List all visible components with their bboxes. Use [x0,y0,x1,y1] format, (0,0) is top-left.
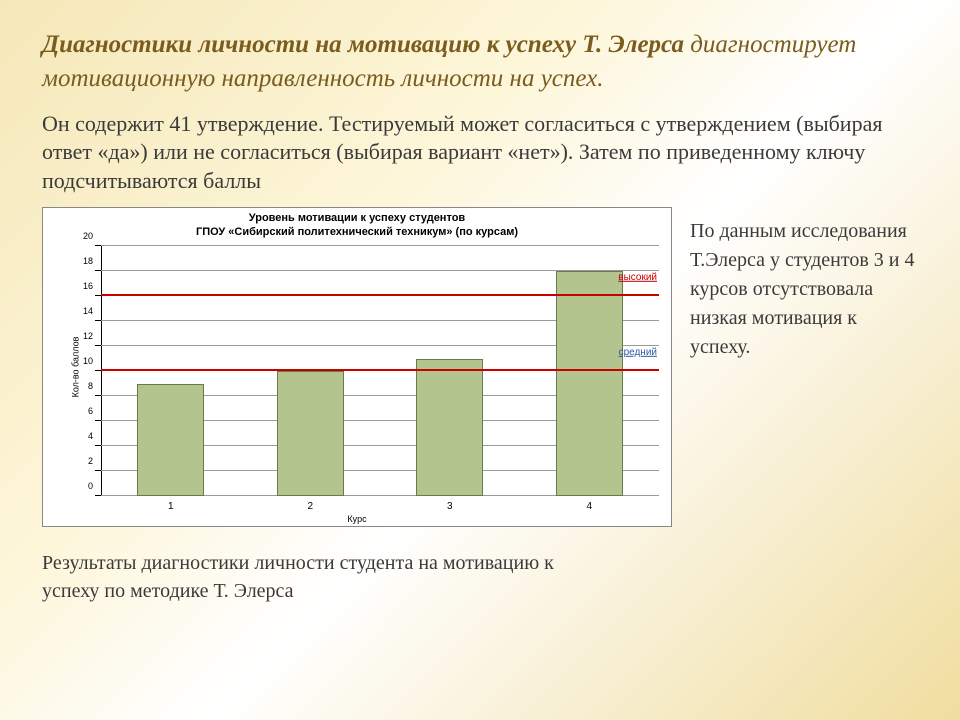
x-tick-label: 3 [447,501,453,512]
reference-line [101,369,659,371]
chart-caption: Результаты диагностики личности студента… [42,549,602,605]
y-tick-label: 2 [88,456,93,466]
reference-label: высокий [618,272,657,283]
gridline [101,245,659,246]
bar [277,371,344,496]
side-text: По данным исследования Т.Элерса у студен… [690,207,918,362]
chart-title: Уровень мотивации к успеху студентов ГПО… [43,212,671,240]
intro-paragraph: Он содержит 41 утверждение. Тестируемый … [42,110,918,196]
chart-container: Уровень мотивации к успеху студентов ГПО… [42,207,672,527]
bar [556,271,623,496]
y-tick-label: 8 [88,381,93,391]
slide: Диагностики личности на мотивацию к успе… [0,0,960,720]
x-tick-label: 1 [168,501,174,512]
reference-label: средний [619,347,657,358]
x-tick-label: 4 [586,501,592,512]
x-tick-label: 2 [307,501,313,512]
x-axis-label: Курс [347,514,366,524]
bar [416,359,483,497]
title-bold: Диагностики личности на мотивацию к успе… [42,31,684,58]
plot-area: 024681012141618201234высокийсредний [101,246,659,496]
y-tick-label: 6 [88,406,93,416]
y-tick-label: 4 [88,431,93,441]
y-tick-label: 20 [83,231,93,241]
y-tick-label: 0 [88,481,93,491]
y-axis-label: Кол-во баллов [70,337,80,398]
y-tick-label: 12 [83,331,93,341]
y-tick-label: 16 [83,281,93,291]
y-tick-label: 18 [83,256,93,266]
bar [137,384,204,497]
y-axis [101,246,102,496]
y-tick-label: 14 [83,306,93,316]
content-row: Уровень мотивации к успеху студентов ГПО… [42,207,918,527]
y-tick-label: 10 [83,356,93,366]
slide-title: Диагностики личности на мотивацию к успе… [42,28,918,96]
reference-line [101,294,659,296]
